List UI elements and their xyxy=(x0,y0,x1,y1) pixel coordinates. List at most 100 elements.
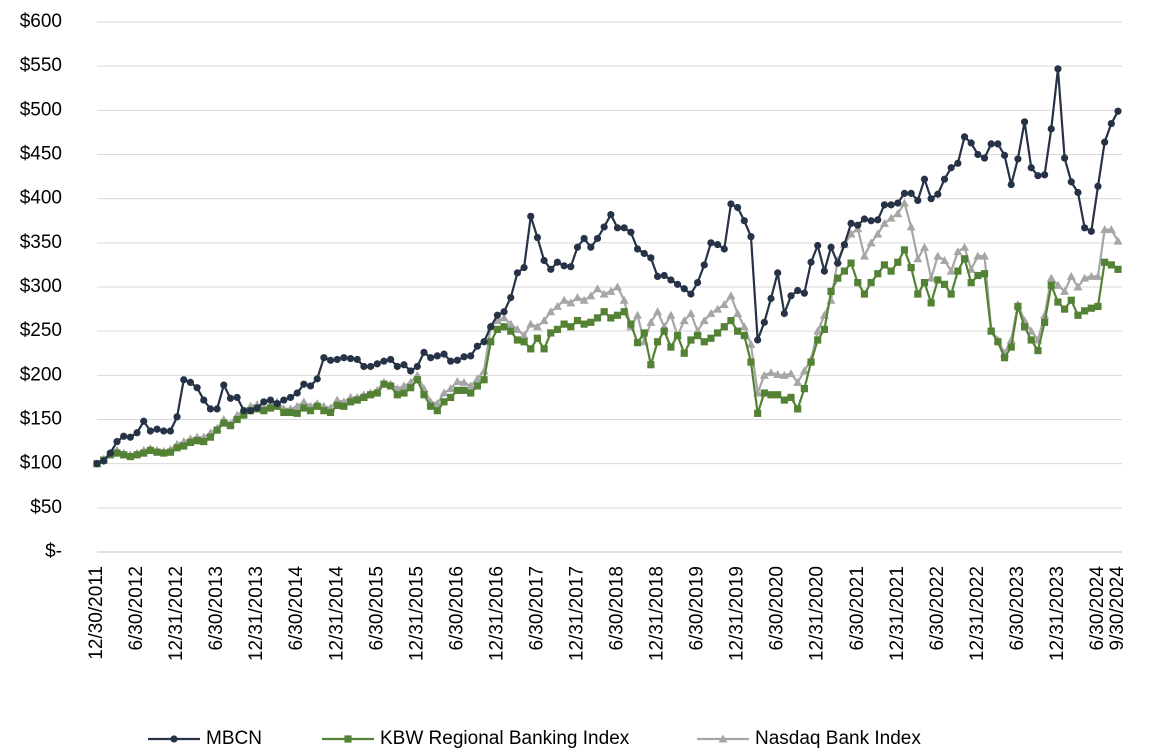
marker xyxy=(786,369,796,378)
marker xyxy=(607,210,615,219)
marker xyxy=(519,331,529,340)
marker xyxy=(879,218,889,227)
marker xyxy=(320,354,328,362)
marker xyxy=(613,282,623,291)
marker xyxy=(540,256,548,265)
marker xyxy=(193,437,201,445)
marker xyxy=(539,316,549,325)
y-tick-label: $350 xyxy=(20,232,62,253)
marker xyxy=(500,308,508,316)
marker xyxy=(640,249,648,258)
marker xyxy=(1020,118,1029,126)
marker xyxy=(566,298,576,307)
marker xyxy=(927,299,935,307)
marker xyxy=(633,245,642,253)
x-tick-label: 6/30/2021 xyxy=(847,566,868,651)
marker xyxy=(186,438,195,447)
marker xyxy=(220,419,228,427)
marker xyxy=(206,433,215,441)
marker xyxy=(620,224,628,232)
legend-marker xyxy=(718,734,728,743)
marker xyxy=(1047,281,1055,289)
marker xyxy=(466,381,476,390)
x-tick-label: 6/30/2023 xyxy=(1007,566,1028,651)
marker xyxy=(146,427,154,435)
marker xyxy=(333,355,341,364)
marker xyxy=(834,274,842,282)
marker xyxy=(1074,311,1082,319)
marker xyxy=(894,199,902,207)
marker xyxy=(627,320,635,328)
y-tick-label: $200 xyxy=(20,364,62,385)
marker xyxy=(994,338,1002,346)
marker xyxy=(166,427,175,435)
marker xyxy=(420,391,428,399)
marker xyxy=(754,336,762,344)
marker xyxy=(734,203,742,212)
marker xyxy=(707,239,715,247)
legend-label: KBW Regional Banking Index xyxy=(380,728,630,749)
marker xyxy=(506,319,516,328)
marker xyxy=(286,408,295,417)
marker xyxy=(1053,280,1063,289)
marker xyxy=(679,316,689,325)
marker xyxy=(473,342,481,350)
marker xyxy=(660,327,668,335)
marker xyxy=(579,295,589,304)
marker xyxy=(800,289,808,297)
marker xyxy=(326,408,335,417)
marker xyxy=(800,384,808,393)
marker xyxy=(540,345,548,353)
y-tick-label: $300 xyxy=(20,276,62,297)
marker xyxy=(653,338,662,346)
marker xyxy=(900,246,909,254)
marker xyxy=(939,256,949,264)
marker xyxy=(1101,138,1109,146)
marker xyxy=(113,437,121,446)
marker xyxy=(880,261,889,269)
marker xyxy=(393,362,401,371)
marker xyxy=(653,272,662,280)
marker xyxy=(433,407,441,415)
marker xyxy=(299,397,309,406)
marker xyxy=(706,309,716,317)
marker xyxy=(1061,154,1069,162)
x-tick-label: 6/30/2014 xyxy=(286,566,307,651)
marker xyxy=(893,209,903,218)
series-line xyxy=(96,247,1119,465)
marker xyxy=(707,334,715,342)
marker xyxy=(1106,225,1116,234)
marker xyxy=(726,291,736,300)
marker xyxy=(1080,273,1090,282)
marker xyxy=(533,233,542,242)
marker xyxy=(440,398,448,406)
marker xyxy=(647,254,655,262)
marker xyxy=(867,217,875,225)
marker xyxy=(907,263,915,272)
x-tick-label: 6/30/2020 xyxy=(767,566,788,651)
marker xyxy=(280,396,288,404)
marker xyxy=(740,217,748,225)
marker xyxy=(586,291,596,300)
marker xyxy=(814,241,822,250)
marker xyxy=(567,263,575,271)
marker xyxy=(547,329,555,337)
marker xyxy=(666,310,676,319)
marker xyxy=(760,389,768,397)
marker xyxy=(140,449,148,457)
marker xyxy=(940,175,949,183)
marker xyxy=(840,241,848,249)
marker xyxy=(572,293,582,302)
marker xyxy=(367,391,375,399)
marker xyxy=(747,358,755,366)
marker xyxy=(859,251,869,260)
marker xyxy=(719,300,729,309)
marker xyxy=(947,164,955,172)
x-tick-label: 12/31/2022 xyxy=(967,566,988,661)
marker xyxy=(420,348,428,356)
marker xyxy=(300,380,308,388)
marker xyxy=(840,267,848,275)
marker xyxy=(880,201,889,209)
marker xyxy=(874,270,882,278)
